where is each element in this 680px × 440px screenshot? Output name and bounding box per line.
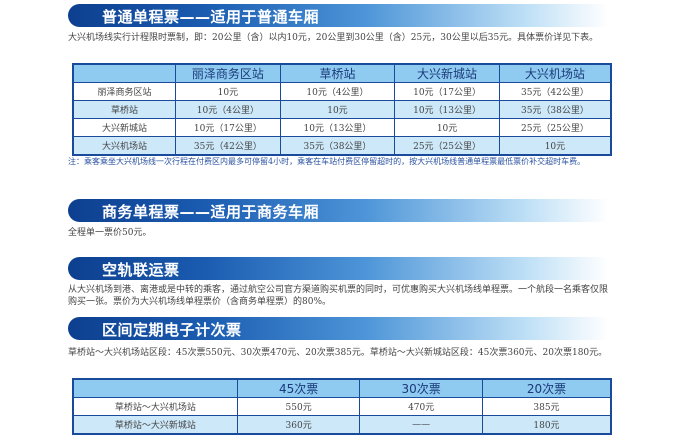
- pass-text: 草桥站～大兴机场站区段：45次票550元、30次票470元、20次票385元。草…: [68, 348, 608, 358]
- table-row: 草桥站～大兴新城站 360元 —— 180元: [72, 415, 612, 435]
- table-cell: 10元: [279, 100, 396, 119]
- table-cell: 丽泽商务区站: [72, 82, 177, 101]
- table-cell: 35元（42公里）: [498, 82, 612, 101]
- table-cell: [72, 378, 238, 398]
- table-cell: 草桥站～大兴新城站: [72, 415, 238, 435]
- air-rail-text: 从大兴机场到港、离港或是中转的乘客，通过航空公司官方渠道购买机票的同时，可优惠购…: [68, 285, 609, 307]
- business-text: 全程单一票价50元。: [68, 228, 152, 238]
- table-cell: 草桥站: [72, 100, 177, 119]
- table-cell: 360元: [236, 415, 361, 435]
- table-cell: [72, 63, 177, 83]
- table-header-row: 45次票 30次票 20次票: [72, 378, 612, 398]
- section-title: 商务单程票——适用于商务车厢: [102, 203, 320, 221]
- table-cell: ——: [359, 415, 483, 435]
- table-cell: 35元（42公里）: [175, 136, 281, 156]
- section-header-air-rail: 空轨联运票: [68, 257, 608, 280]
- table-cell: 10元（13公里）: [279, 118, 396, 137]
- table-cell: 550元: [236, 397, 361, 416]
- table-cell: 10元（4公里）: [175, 100, 281, 119]
- section-title: 空轨联运票: [102, 261, 180, 279]
- section-header-business: 商务单程票——适用于商务车厢: [68, 199, 608, 222]
- section-header-pass: 区间定期电子计次票: [68, 317, 608, 340]
- table-cell: 10元: [175, 82, 281, 101]
- section-title: 区间定期电子计次票: [102, 321, 242, 339]
- fare-table: 丽泽商务区站 草桥站 大兴新城站 大兴机场站 丽泽商务区站 10元 10元（4公里） 10元（…: [72, 63, 612, 156]
- table-cell: 25元（25公里）: [498, 118, 612, 137]
- table-row: 草桥站～大兴机场站 550元 470元 385元: [72, 397, 612, 416]
- regular-intro: 大兴机场线实行计程限时票制，即：20公里（含）以内10元，20公里到30公里（含…: [68, 33, 599, 43]
- table-row: 丽泽商务区站 10元 10元（4公里） 10元（17公里） 35元（42公里）: [72, 82, 612, 101]
- table-row: 大兴新城站 10元（17公里） 10元（13公里） 10元 25元（25公里）: [72, 118, 612, 137]
- table-cell: 草桥站: [279, 63, 396, 83]
- table-cell: 385元: [481, 397, 612, 416]
- table-header-row: 丽泽商务区站 草桥站 大兴新城站 大兴机场站: [72, 63, 612, 83]
- table-cell: 10元（17公里）: [394, 82, 500, 101]
- regular-note: 注：乘客乘坐大兴机场线一次行程在付费区内最多可停留4小时，乘客在车站付费区停留超…: [68, 157, 586, 166]
- table-cell: 10元（17公里）: [175, 118, 281, 137]
- table-cell: 大兴新城站: [72, 118, 177, 137]
- table-row: 大兴机场站 35元（42公里） 35元（38公里） 25元（25公里） 10元: [72, 136, 612, 156]
- table-cell: 35元（38公里）: [279, 136, 396, 156]
- table-cell: 大兴机场站: [498, 63, 612, 83]
- table-row: 草桥站 10元（4公里） 10元 10元（13公里） 35元（38公里）: [72, 100, 612, 119]
- table-cell: 470元: [359, 397, 483, 416]
- table-cell: 10元（13公里）: [394, 100, 500, 119]
- section-title: 普通单程票——适用于普通车厢: [102, 8, 320, 26]
- table-cell: 30次票: [359, 378, 483, 398]
- table-cell: 25元（25公里）: [394, 136, 500, 156]
- table-cell: 丽泽商务区站: [175, 63, 281, 83]
- pass-table: 45次票 30次票 20次票 草桥站～大兴机场站 550元 470元 385元 草桥站～大兴新…: [72, 378, 612, 435]
- table-cell: 10元: [498, 136, 612, 156]
- table-cell: 大兴机场站: [72, 136, 177, 156]
- table-cell: 45次票: [236, 378, 361, 398]
- section-header-regular: 普通单程票——适用于普通车厢: [68, 4, 608, 27]
- table-cell: 草桥站～大兴机场站: [72, 397, 238, 416]
- table-cell: 20次票: [481, 378, 612, 398]
- table-cell: 10元（4公里）: [279, 82, 396, 101]
- table-cell: 180元: [481, 415, 612, 435]
- table-cell: 10元: [394, 118, 500, 137]
- table-cell: 大兴新城站: [394, 63, 500, 83]
- table-cell: 35元（38公里）: [498, 100, 612, 119]
